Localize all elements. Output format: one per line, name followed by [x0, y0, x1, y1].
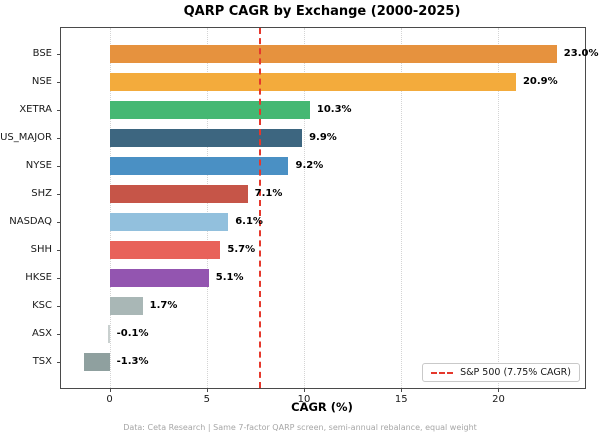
legend-label: S&P 500 (7.75% CAGR): [460, 367, 571, 378]
bar-us_major: [109, 129, 303, 147]
bar-value-label-ksc: 1.7%: [149, 300, 178, 311]
y-axis-label-nasdaq: NASDAQ: [9, 216, 52, 227]
x-axis-label: CAGR (%): [291, 400, 353, 414]
bar-tsx: [84, 353, 110, 371]
bar-hkse: [109, 269, 209, 287]
bar-xetra: [109, 101, 310, 119]
y-tick-mark-shz: [57, 194, 61, 195]
bar-ksc: [109, 297, 143, 315]
y-tick-mark-xetra: [57, 110, 61, 111]
y-axis-label-tsx: TSX: [32, 356, 52, 367]
bar-value-label-hkse: 5.1%: [215, 272, 244, 283]
bar-value-label-nyse: 9.2%: [295, 160, 324, 171]
bar-nasdaq: [109, 213, 229, 231]
y-tick-mark-shh: [57, 250, 61, 251]
y-tick-mark-us_major: [57, 138, 61, 139]
benchmark-line: [259, 28, 262, 388]
x-tick-label-5: 5: [203, 394, 210, 405]
bar-bse: [109, 45, 557, 63]
x-tick-mark-5: [206, 388, 208, 392]
bar-value-label-bse: 23.0%: [563, 48, 599, 59]
bar-value-label-nse: 20.9%: [522, 76, 558, 87]
plot-area: S&P 500 (7.75% CAGR) 0 5 10 15 20 23.0% BSE 20.…: [0, 27, 599, 405]
y-axis-label-hkse: HKSE: [25, 272, 52, 283]
x-tick-mark-0: [109, 388, 111, 392]
bar-value-label-tsx: -1.3%: [116, 356, 149, 367]
bar-value-label-shz: 7.1%: [254, 188, 283, 199]
y-tick-mark-bse: [57, 54, 61, 55]
x-tick-label-0: 0: [106, 394, 113, 405]
y-axis-label-shz: SHZ: [31, 188, 52, 199]
x-tick-mark-15: [401, 388, 403, 392]
bar-value-label-shh: 5.7%: [227, 244, 256, 255]
bar-nyse: [109, 157, 289, 175]
x-tick-mark-20: [498, 388, 500, 392]
y-axis-label-us_major: US_MAJOR: [0, 132, 52, 143]
gridline-x-15: [401, 28, 403, 388]
gridline-x-20: [498, 28, 500, 388]
legend-dashed-line-swatch: [431, 371, 454, 374]
y-axis-label-asx: ASX: [31, 328, 52, 339]
x-tick-mark-10: [304, 388, 306, 392]
chart-title: QARP CAGR by Exchange (2000-2025): [183, 4, 461, 19]
bar-value-label-us_major: 9.9%: [309, 132, 337, 143]
bar-shz: [109, 185, 248, 203]
x-tick-label-10: 10: [297, 394, 311, 405]
gridline-x-10: [304, 28, 306, 388]
y-axis-label-shh: SHH: [30, 244, 52, 255]
legend: S&P 500 (7.75% CAGR): [422, 363, 580, 382]
y-tick-mark-tsx: [57, 362, 61, 363]
x-tick-label-15: 15: [394, 394, 408, 405]
bar-asx: [107, 325, 110, 343]
y-axis-label-xetra: XETRA: [19, 104, 52, 115]
y-tick-mark-hkse: [57, 278, 61, 279]
y-tick-mark-asx: [57, 334, 61, 335]
y-tick-mark-nyse: [57, 166, 61, 167]
y-tick-mark-nasdaq: [57, 222, 61, 223]
bar-nse: [109, 73, 516, 91]
gridline-x-0: [109, 28, 111, 388]
y-axis-label-nse: NSE: [31, 76, 52, 87]
footer-caption: Data: Ceta Research | Same 7-factor QARP…: [123, 423, 477, 432]
bar-value-label-xetra: 10.3%: [316, 104, 352, 115]
x-tick-label-20: 20: [492, 394, 505, 405]
y-axis-label-bse: BSE: [32, 48, 52, 59]
y-axis-label-ksc: KSC: [32, 300, 52, 311]
y-tick-mark-nse: [57, 82, 61, 83]
bar-shh: [109, 241, 221, 259]
bar-value-label-asx: -0.1%: [116, 328, 149, 339]
gridline-x-5: [206, 28, 208, 388]
y-axis-label-nyse: NYSE: [25, 160, 52, 171]
bar-value-label-nasdaq: 6.1%: [235, 216, 263, 227]
y-tick-mark-ksc: [57, 306, 61, 307]
